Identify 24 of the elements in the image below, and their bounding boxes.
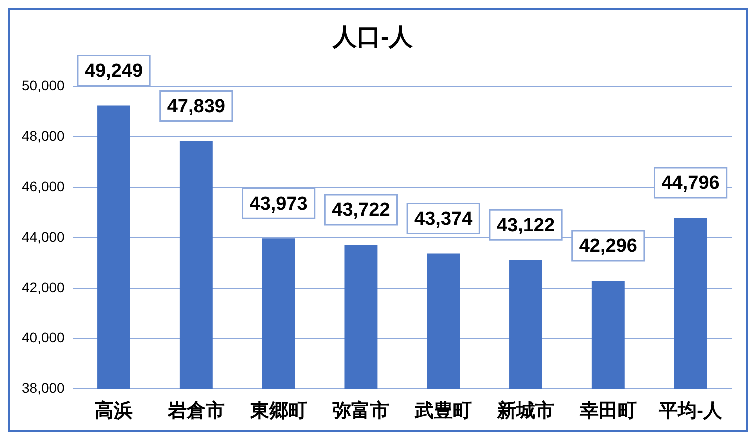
y-tick-label: 42,000 bbox=[22, 279, 66, 296]
x-tick-label: 東郷町 bbox=[249, 400, 308, 422]
x-tick-label: 武豊町 bbox=[414, 400, 472, 422]
data-label: 42,296 bbox=[579, 236, 638, 258]
y-tick-label: 44,000 bbox=[22, 228, 66, 245]
x-tick-label: 新城市 bbox=[496, 400, 555, 422]
y-tick-label: 38,000 bbox=[22, 380, 66, 396]
x-tick-label: 平均-人 bbox=[658, 400, 724, 422]
x-tick-label: 岩倉市 bbox=[166, 400, 225, 422]
data-label: 43,722 bbox=[332, 200, 390, 222]
y-tick-label: 40,000 bbox=[22, 330, 66, 346]
data-label: 43,122 bbox=[496, 215, 556, 236]
x-tick-label: 幸田町 bbox=[578, 400, 637, 422]
y-tick-label: 48,000 bbox=[22, 128, 66, 144]
x-tick-label: 高浜 bbox=[95, 400, 134, 422]
data-label: 43,374 bbox=[414, 209, 474, 230]
chart-title: 人口-人 bbox=[332, 24, 414, 52]
data-label: 44,796 bbox=[662, 173, 720, 194]
y-tick-label: 46,000 bbox=[22, 178, 66, 194]
data-label: 47,839 bbox=[167, 96, 226, 118]
x-tick-label: 弥富市 bbox=[332, 400, 390, 422]
data-label: 43,973 bbox=[250, 194, 308, 215]
data-label: 49,249 bbox=[84, 60, 144, 82]
y-tick-label: 50,000 bbox=[22, 78, 66, 94]
